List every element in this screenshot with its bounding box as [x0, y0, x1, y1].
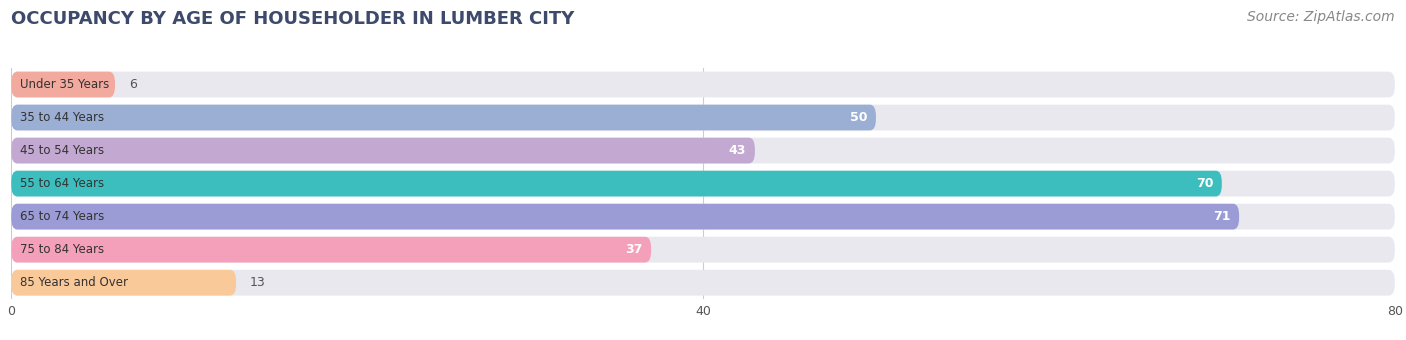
FancyBboxPatch shape — [11, 105, 876, 131]
FancyBboxPatch shape — [11, 270, 1395, 295]
FancyBboxPatch shape — [11, 171, 1395, 197]
Text: 75 to 84 Years: 75 to 84 Years — [20, 243, 104, 256]
Text: 6: 6 — [129, 78, 136, 91]
Text: 37: 37 — [626, 243, 643, 256]
FancyBboxPatch shape — [11, 270, 236, 295]
Text: 85 Years and Over: 85 Years and Over — [20, 276, 128, 289]
Text: 65 to 74 Years: 65 to 74 Years — [20, 210, 104, 223]
Text: 35 to 44 Years: 35 to 44 Years — [20, 111, 104, 124]
Text: 71: 71 — [1213, 210, 1230, 223]
Text: OCCUPANCY BY AGE OF HOUSEHOLDER IN LUMBER CITY: OCCUPANCY BY AGE OF HOUSEHOLDER IN LUMBE… — [11, 10, 575, 28]
FancyBboxPatch shape — [11, 72, 1395, 97]
Text: 13: 13 — [250, 276, 266, 289]
Text: Under 35 Years: Under 35 Years — [20, 78, 110, 91]
Text: Source: ZipAtlas.com: Source: ZipAtlas.com — [1247, 10, 1395, 24]
FancyBboxPatch shape — [11, 171, 1222, 197]
FancyBboxPatch shape — [11, 237, 1395, 262]
Text: 70: 70 — [1195, 177, 1213, 190]
Text: 50: 50 — [849, 111, 868, 124]
FancyBboxPatch shape — [11, 204, 1395, 230]
Text: 45 to 54 Years: 45 to 54 Years — [20, 144, 104, 157]
Text: 43: 43 — [728, 144, 747, 157]
FancyBboxPatch shape — [11, 204, 1239, 230]
FancyBboxPatch shape — [11, 138, 1395, 164]
FancyBboxPatch shape — [11, 105, 1395, 131]
FancyBboxPatch shape — [11, 237, 651, 262]
FancyBboxPatch shape — [11, 138, 755, 164]
Text: 55 to 64 Years: 55 to 64 Years — [20, 177, 104, 190]
FancyBboxPatch shape — [11, 72, 115, 97]
